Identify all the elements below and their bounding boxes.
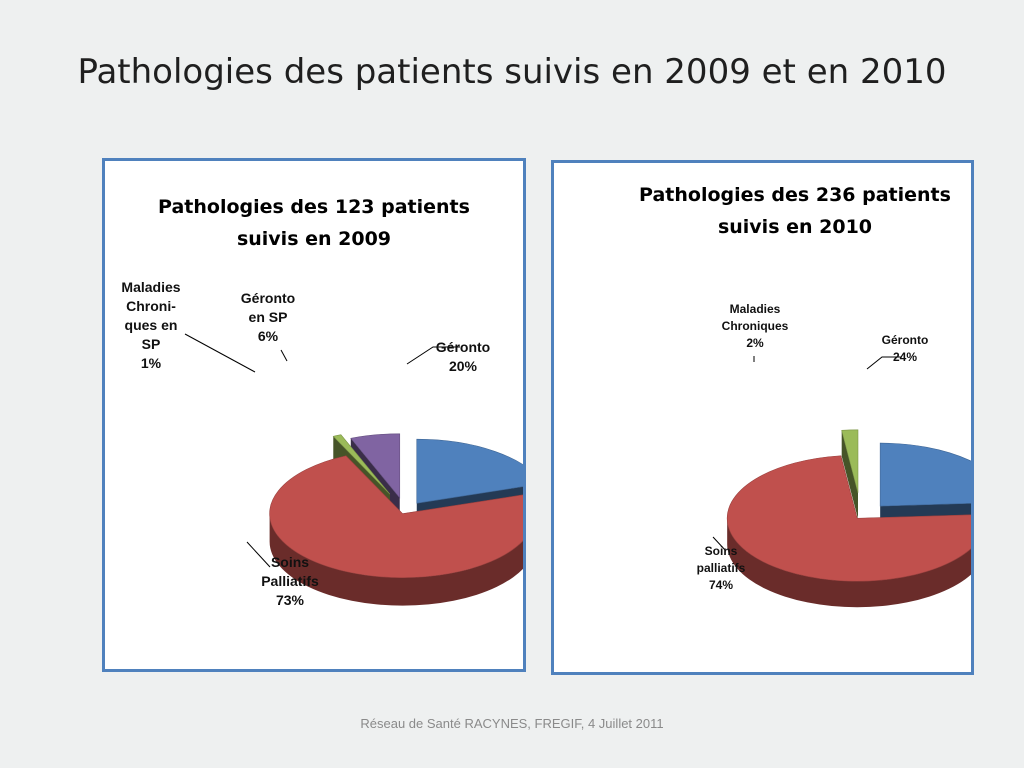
data-label-maladies-2: Maladies Chroniques 2% (722, 302, 789, 350)
chart-panel-2009: Pathologies des 123 patients suivis en 20… (102, 158, 526, 672)
pie-slice-geronto-6 (350, 433, 401, 499)
leader-line-soins-73 (246, 541, 271, 568)
pie-chart-2009: Pathologies des 123 patients suivis en 20… (121, 196, 523, 608)
pie-chart-2010: Pathologies des 236 patients suivis en 20… (639, 184, 971, 608)
data-label-geronto-6: Géronto en SP 6% (241, 290, 295, 344)
data-label-soins-73: Soins Palliatifs 73% (261, 554, 319, 608)
pie-slice-soins-73 (269, 455, 523, 578)
pie-slice-maladies-2 (841, 429, 859, 493)
slide-footer: Réseau de Santé RACYNES, FREGIF, 4 Juill… (360, 716, 664, 731)
leader-line-maladies-1 (184, 333, 256, 373)
leader-line-geronto-20 (406, 346, 460, 365)
data-label-soins-74: Soins palliatifs 74% (697, 544, 746, 592)
chart-panel-2010: Pathologies des 236 patients suivis en 20… (551, 160, 974, 675)
pie-tops (269, 433, 523, 578)
pie-slice-side-soins-74 (727, 518, 971, 608)
pie-slice-cut-maladies-2 (841, 430, 858, 519)
pie-slice-side-soins-73 (269, 513, 523, 606)
data-label-geronto-24: Géronto 24% (882, 333, 929, 364)
slide-title: Pathologies des patients suivis en 2009 … (77, 52, 947, 92)
pie-slice-soins-74 (726, 455, 971, 582)
pie-slice-maladies-1 (332, 434, 391, 495)
chart-title: Pathologies des 123 patients (158, 196, 470, 218)
pie-slice-geronto-20 (416, 438, 523, 504)
chart-title: suivis en 2010 (718, 216, 872, 238)
pie-tops (726, 429, 971, 582)
data-label-geronto-20: Géronto 20% (436, 339, 490, 374)
leader-line-geronto-24 (866, 356, 902, 370)
chart-title: Pathologies des 236 patients (639, 184, 951, 206)
leader-line-soins-74 (712, 536, 727, 552)
chart-title: suivis en 2009 (237, 228, 391, 250)
leader-line-geronto-6 (280, 349, 288, 362)
data-label-maladies-1: Maladies Chroni-ques en SP 1% (121, 279, 180, 371)
pie-slice-geronto-24 (879, 442, 971, 507)
